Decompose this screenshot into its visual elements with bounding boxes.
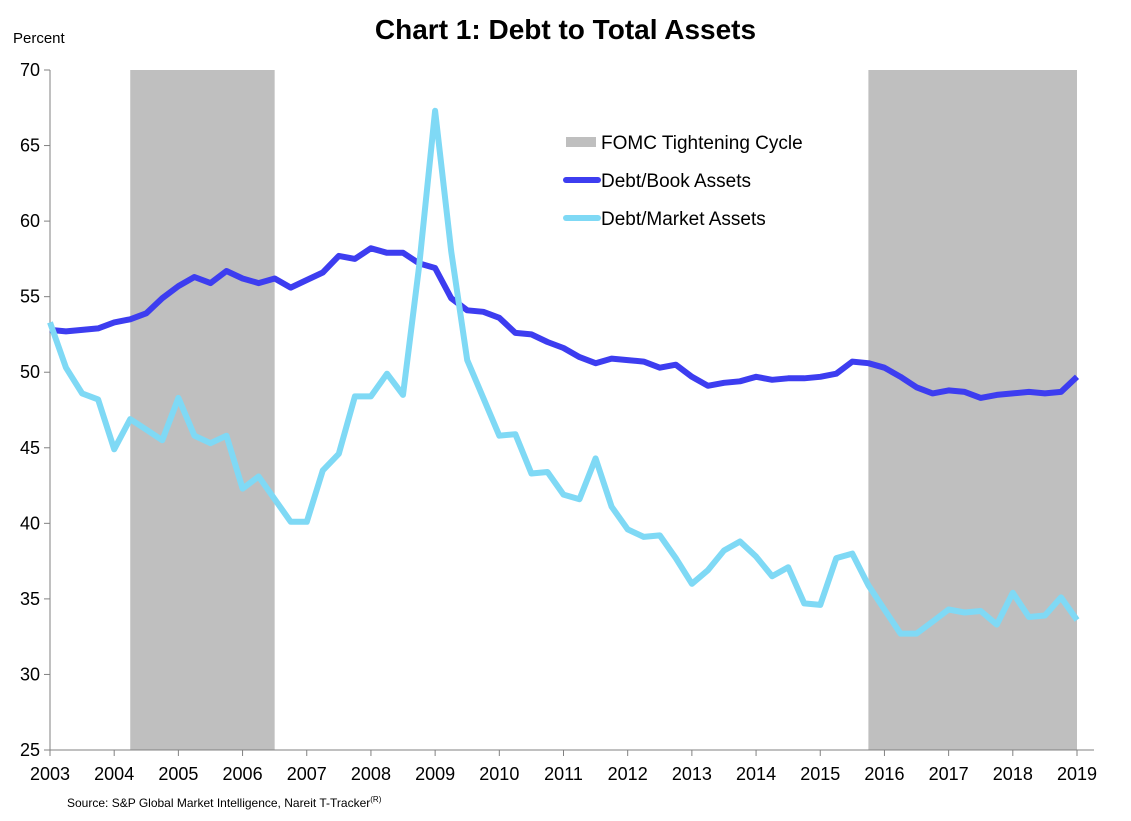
legend-label-series: Debt/Market Assets: [601, 209, 766, 230]
source-text: Source: S&P Global Market Intelligence, …: [67, 796, 371, 810]
x-tick-label: 2003: [30, 764, 70, 784]
x-tick-label: 2013: [672, 764, 712, 784]
y-tick-label: 35: [20, 589, 40, 609]
x-tick-label: 2015: [800, 764, 840, 784]
x-tick-label: 2011: [544, 764, 583, 784]
x-tick-label: 2019: [1057, 764, 1097, 784]
shaded-region-1: [130, 70, 275, 750]
y-tick-label: 50: [20, 362, 40, 382]
x-tick-label: 2005: [158, 764, 198, 784]
x-tick-label: 2007: [287, 764, 327, 784]
x-tick-label: 2008: [351, 764, 391, 784]
x-tick-label: 2009: [415, 764, 455, 784]
x-tick-label: 2016: [864, 764, 904, 784]
x-tick-label: 2014: [736, 764, 776, 784]
x-tick-label: 2017: [929, 764, 969, 784]
legend-label-series: Debt/Book Assets: [601, 171, 751, 192]
x-tick-label: 2018: [993, 764, 1033, 784]
legend-swatch-shaded: [566, 137, 596, 147]
y-tick-label: 70: [20, 60, 40, 80]
shaded-region-2: [868, 70, 1077, 750]
x-tick-label: 2012: [608, 764, 648, 784]
series-line-debt-market-assets: [47, 107, 1080, 637]
y-tick-label: 65: [20, 136, 40, 156]
x-tick-label: 2004: [94, 764, 134, 784]
x-tick-label: 2006: [223, 764, 263, 784]
series-lines: [47, 107, 1080, 637]
y-tick-label: 40: [20, 513, 40, 533]
series-line-debt-book-assets: [49, 245, 1080, 401]
x-tick-label: 2010: [479, 764, 519, 784]
chart-title: Chart 1: Debt to Total Assets: [374, 14, 757, 45]
source-superscript: (R): [370, 795, 382, 804]
y-tick-label: 45: [20, 438, 40, 458]
source-note: Source: S&P Global Market Intelligence, …: [67, 795, 381, 810]
legend-label-fomc: FOMC Tightening Cycle: [601, 133, 803, 154]
y-tick-label: 25: [20, 740, 40, 760]
legend: FOMC Tightening Cycle Debt/Book Assets Deb…: [563, 133, 803, 230]
y-tick-label: 55: [20, 287, 40, 307]
axes: 25 30 35 40 45 50 55 60 65 70 2003 2004 2005 2006 2007…: [20, 60, 1097, 784]
y-axis-unit-label: Percent: [13, 30, 65, 47]
y-tick-label: 30: [20, 664, 40, 684]
shaded-regions: [130, 70, 1077, 750]
y-tick-label: 60: [20, 211, 40, 231]
